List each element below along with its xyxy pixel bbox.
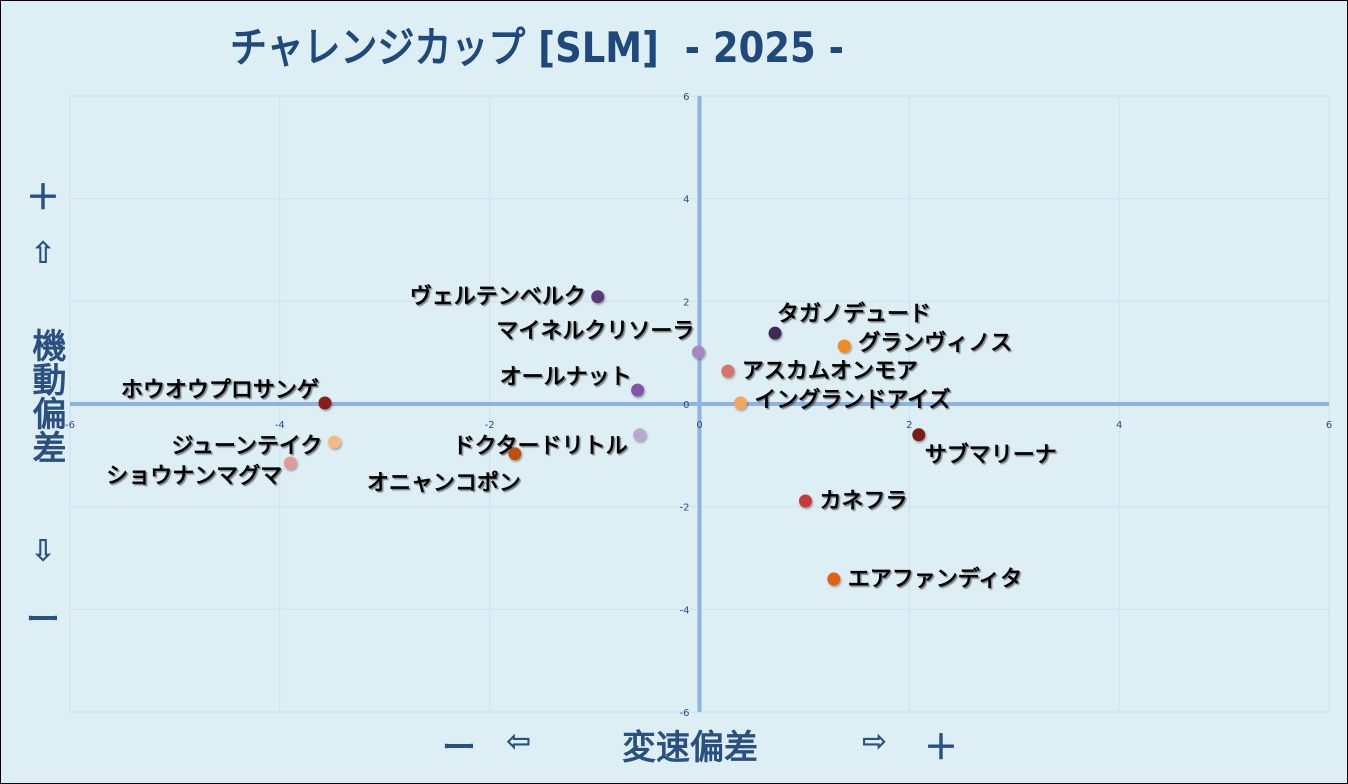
x-tick-label: -2 [485, 420, 495, 431]
y-tick-label: 2 [683, 297, 689, 308]
right-arrow-icon: ⇨ [862, 724, 888, 759]
data-label: ショウナンマグマ [106, 463, 282, 489]
data-label: ホウオウプロサンゲ [121, 378, 319, 403]
data-label: イングランドアイズ [754, 387, 950, 413]
x-tick-label: -6 [65, 420, 75, 431]
data-point [327, 435, 341, 449]
data-point [631, 383, 645, 397]
data-label: ヴェルテンベルク [410, 284, 586, 310]
y-plus-label: ＋ [26, 178, 60, 218]
data-point [768, 326, 782, 340]
data-point [508, 447, 522, 461]
data-label: ドクタードリトル [453, 434, 628, 459]
data-label: アスカムオンモア [742, 359, 918, 384]
x-plus-label: ＋ [924, 728, 958, 768]
data-point [318, 396, 332, 410]
y-minus-label: ー [26, 600, 60, 640]
data-point [633, 428, 647, 442]
data-point [827, 572, 841, 586]
x-tick-label: 4 [1116, 420, 1122, 431]
data-label: オールナット [500, 365, 632, 390]
data-point [837, 339, 851, 353]
y-tick-label: 0 [683, 400, 689, 411]
data-label: タガノデュード [777, 301, 931, 327]
data-point [733, 396, 747, 410]
data-label: マイネルクリソーラ [496, 319, 694, 344]
x-tick-label: 2 [906, 420, 912, 431]
left-arrow-icon: ⇦ [506, 724, 532, 759]
data-label: ジューンテイク [171, 434, 322, 459]
y-axis-title: 機動偏差 [26, 328, 66, 464]
data-point [591, 290, 605, 304]
x-tick-label: 6 [1326, 420, 1332, 431]
x-tick-label: 0 [696, 420, 702, 431]
x-tick-label: -4 [275, 420, 285, 431]
data-point [691, 345, 705, 359]
up-arrow-icon: ⇧ [30, 236, 56, 271]
y-tick-label: -2 [680, 503, 690, 514]
data-label: オニャンコポン [367, 470, 521, 496]
y-tick-label: 6 [683, 92, 689, 103]
chart-title: チャレンジカップ [SLM] - 2025 - [230, 23, 844, 72]
data-point [721, 364, 735, 378]
data-point [798, 494, 812, 508]
down-arrow-icon: ⇩ [30, 534, 56, 569]
data-label: サブマリーナ [925, 442, 1057, 468]
y-tick-label: 4 [683, 195, 689, 206]
data-label: エアファンディタ [848, 566, 1022, 592]
data-label: カネフラ [819, 489, 907, 514]
x-minus-label: ー [442, 728, 476, 768]
x-axis-title: 変速偏差 [622, 728, 758, 768]
data-point [912, 428, 926, 442]
y-tick-label: -4 [680, 605, 690, 616]
data-label: グランヴィノス [858, 330, 1012, 356]
data-point [283, 456, 297, 470]
y-tick-label: -6 [680, 708, 690, 719]
